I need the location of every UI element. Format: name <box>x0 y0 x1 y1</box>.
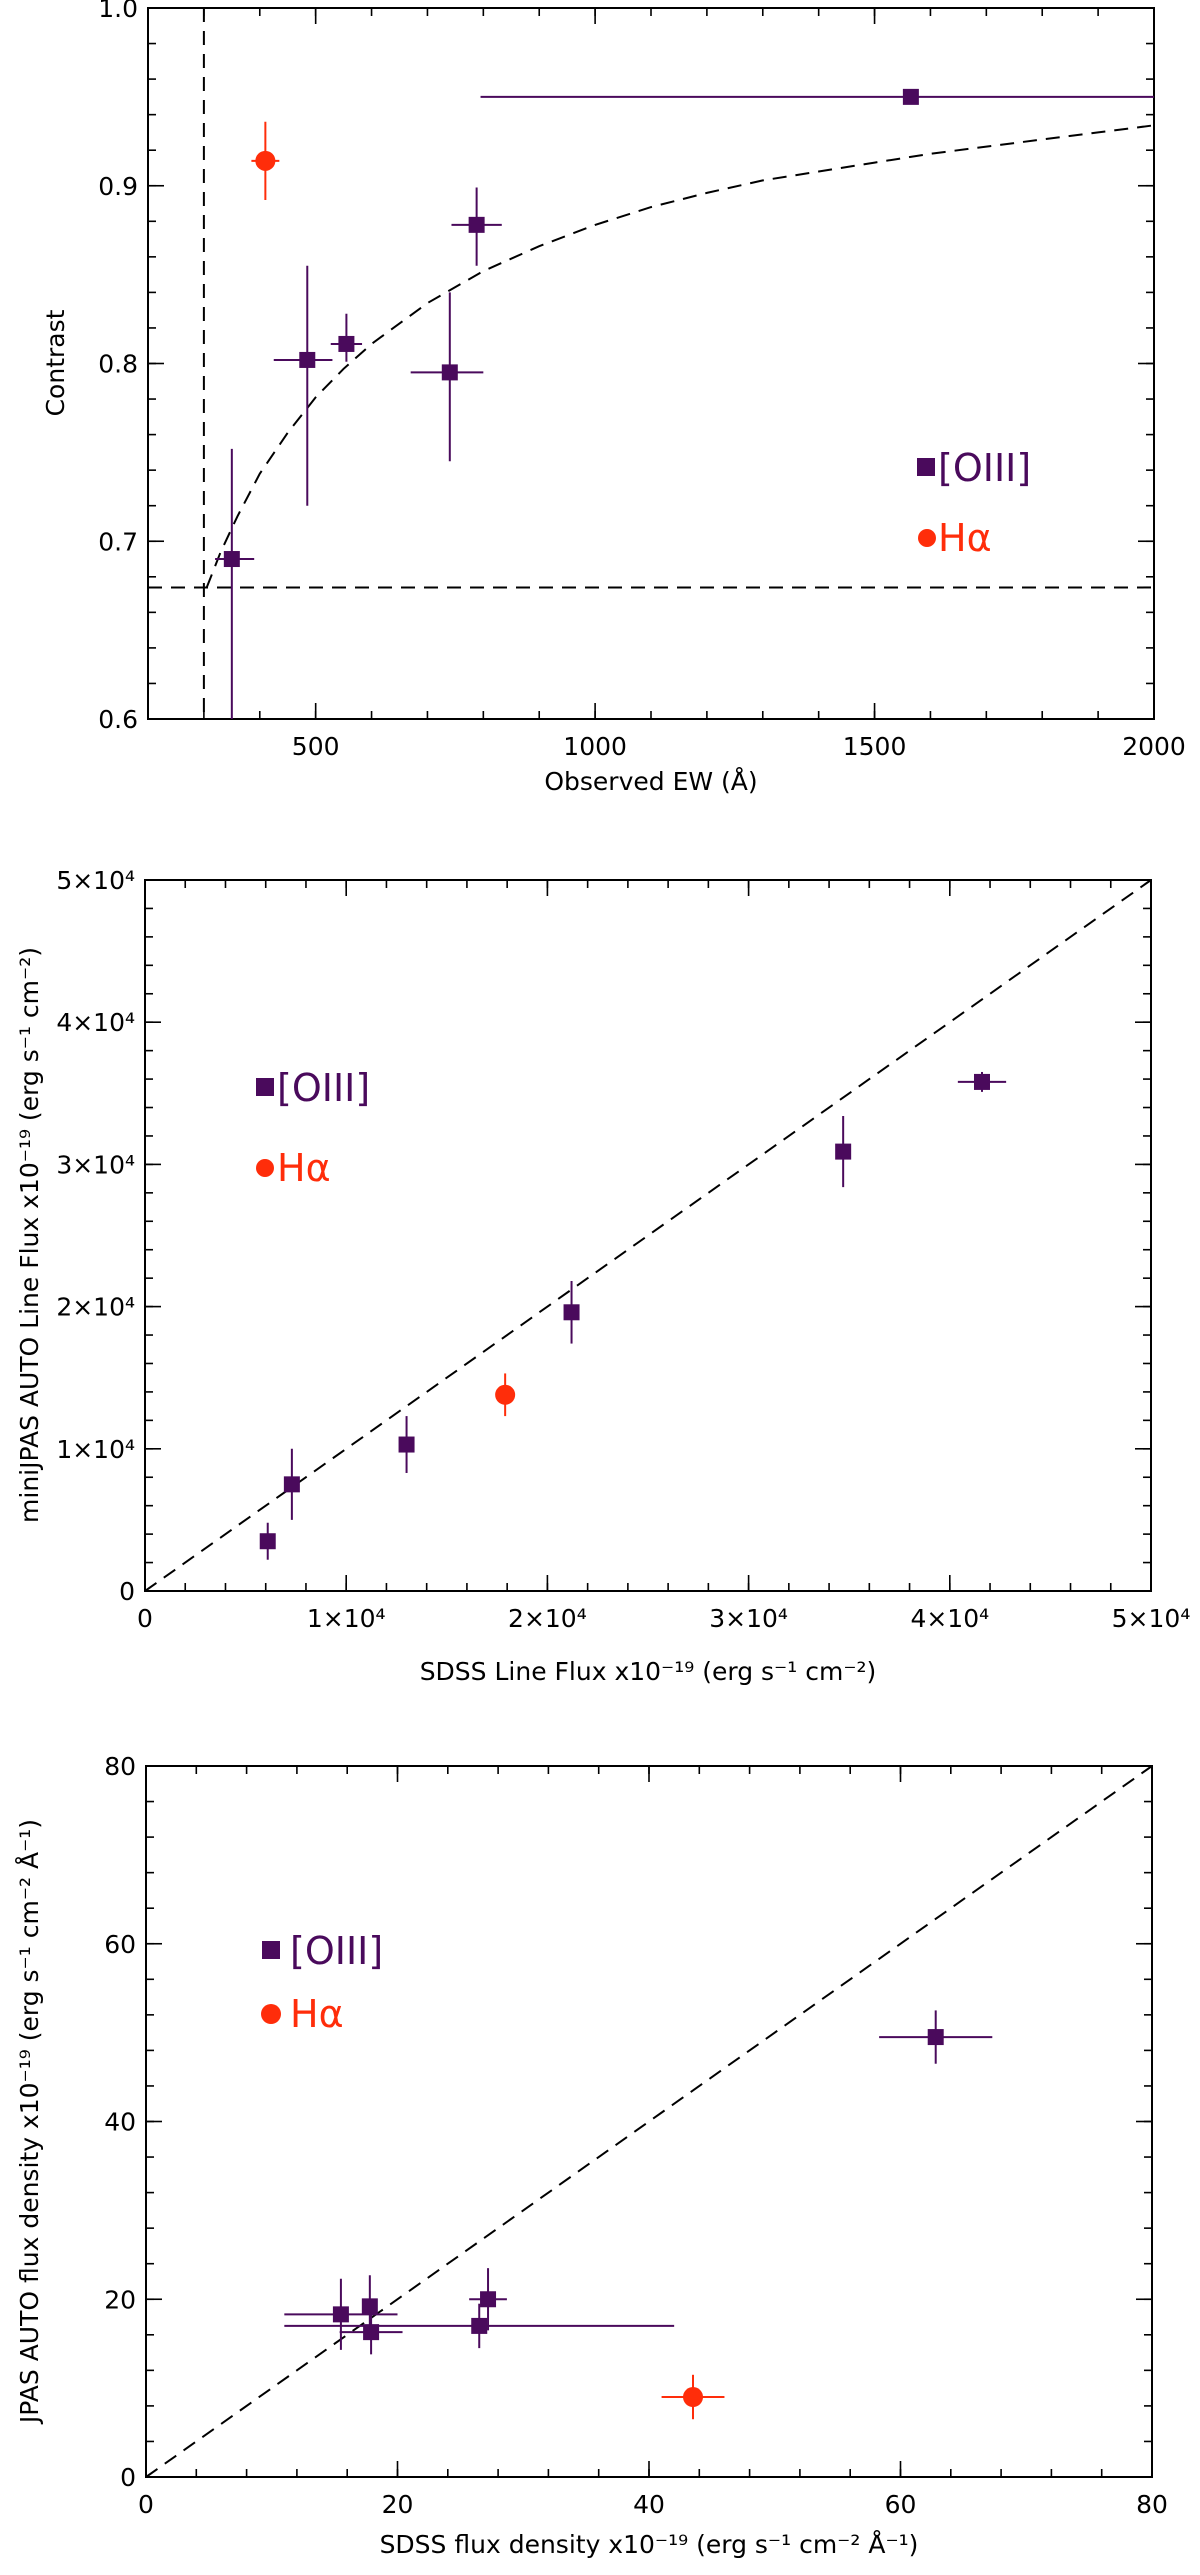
oiii-point <box>398 1436 415 1453</box>
y-tick-label: 3×10⁴ <box>56 1150 135 1179</box>
oiii-point <box>973 1073 990 1090</box>
y-tick-label: 20 <box>104 2285 136 2314</box>
legend-halpha-marker <box>256 1159 274 1177</box>
y-tick-label: 60 <box>104 1930 136 1959</box>
oiii-point <box>332 2306 349 2323</box>
y-tick-label: 0.7 <box>98 527 138 556</box>
model-curve <box>205 124 1155 588</box>
legend-halpha-marker <box>918 529 936 547</box>
data-series <box>284 2010 993 2420</box>
legend-oiii-label: [OIII] <box>277 1066 370 1110</box>
legend-oiii-label: [OIII] <box>938 446 1031 490</box>
legend: [OIII] Hα <box>261 1929 383 2036</box>
halpha-point <box>255 150 276 171</box>
x-tick-label: 2×10⁴ <box>508 1604 587 1633</box>
oiii-point <box>480 2291 497 2308</box>
y-tick-label: 40 <box>104 2108 136 2137</box>
legend-halpha-marker <box>261 2004 281 2024</box>
x-tick-label: 0 <box>138 2490 154 2519</box>
x-tick-label: 40 <box>633 2490 665 2519</box>
x-tick-label: 1×10⁴ <box>307 1604 386 1633</box>
one-to-one-line <box>145 1765 1153 2478</box>
legend-oiii-marker <box>256 1078 274 1096</box>
contrast-vs-ew-chart: 500 1000 1500 2000 0.6 0.7 0.8 0.9 1.0 Observed … <box>41 0 1186 796</box>
y-axis-label: Contrast <box>41 309 70 416</box>
legend: [OIII] Hα <box>917 446 1031 560</box>
data-series <box>215 88 1154 719</box>
legend: [OIII] Hα <box>256 1066 370 1190</box>
line-flux-comparison-chart: 0 1×10⁴ 2×10⁴ 3×10⁴ 4×10⁴ 5×10⁴ 0 1×10⁴ 2×10⁴ 3×1… <box>15 866 1190 1686</box>
x-tick-label: 5×10⁴ <box>1112 1604 1191 1633</box>
oiii-point <box>299 351 316 368</box>
x-tick-label: 1000 <box>563 732 627 761</box>
data-series <box>259 1071 1007 1560</box>
x-tick-label: 4×10⁴ <box>910 1604 989 1633</box>
axis-ticks: 500 1000 1500 2000 0.6 0.7 0.8 0.9 1.0 <box>98 0 1186 761</box>
x-axis-label: SDSS Line Flux x10⁻¹⁹ (erg s⁻¹ cm⁻²) <box>420 1657 877 1686</box>
oiii-point <box>363 2324 380 2341</box>
oiii-point <box>835 1143 852 1160</box>
y-tick-label: 5×10⁴ <box>56 866 135 895</box>
x-tick-label: 60 <box>885 2490 917 2519</box>
plot-frame <box>147 7 1155 720</box>
y-tick-label: 2×10⁴ <box>56 1293 135 1322</box>
oiii-point <box>338 335 355 352</box>
x-axis-label: SDSS flux density x10⁻¹⁹ (erg s⁻¹ cm⁻² Å… <box>380 2530 919 2559</box>
reference-lines <box>148 8 1155 719</box>
y-tick-label: 0 <box>119 1577 135 1606</box>
x-axis-label: Observed EW (Å) <box>544 767 757 796</box>
oiii-point <box>223 551 240 568</box>
x-tick-label: 2000 <box>1122 732 1186 761</box>
oiii-point <box>902 88 919 105</box>
legend-oiii-label: [OIII] <box>290 1929 383 1973</box>
legend-halpha-label: Hα <box>938 516 992 560</box>
x-tick-label: 1500 <box>843 732 907 761</box>
y-tick-label: 0 <box>120 2463 136 2492</box>
legend-oiii-marker <box>917 458 935 476</box>
axis-ticks: 0 1×10⁴ 2×10⁴ 3×10⁴ 4×10⁴ 5×10⁴ 0 1×10⁴ 2×10⁴ 3×1… <box>56 866 1190 1633</box>
x-tick-label: 20 <box>382 2490 414 2519</box>
y-tick-label: 80 <box>104 1752 136 1781</box>
oiii-point <box>563 1304 580 1321</box>
plot-frame <box>144 879 1152 1592</box>
y-tick-label: 0.9 <box>98 172 138 201</box>
x-tick-label: 0 <box>137 1604 153 1633</box>
x-tick-label: 80 <box>1136 2490 1168 2519</box>
y-tick-label: 0.6 <box>98 705 138 734</box>
axis-ticks: 0 20 40 60 80 0 20 40 60 80 <box>104 1752 1168 2519</box>
x-tick-label: 3×10⁴ <box>709 1604 788 1633</box>
legend-oiii-marker <box>262 1941 280 1959</box>
oiii-point <box>283 1476 300 1493</box>
y-tick-label: 1.0 <box>98 0 138 23</box>
y-tick-label: 4×10⁴ <box>56 1008 135 1037</box>
reference-lines <box>145 1765 1153 2478</box>
x-tick-label: 500 <box>292 732 340 761</box>
halpha-point <box>683 2387 704 2408</box>
flux-density-comparison-chart: 0 20 40 60 80 0 20 40 60 80 SDSS flux density x10… <box>15 1752 1168 2559</box>
legend-halpha-label: Hα <box>290 1992 344 2036</box>
y-tick-label: 0.8 <box>98 350 138 379</box>
legend-halpha-label: Hα <box>277 1146 331 1190</box>
y-tick-label: 1×10⁴ <box>56 1435 135 1464</box>
oiii-point <box>441 364 458 381</box>
oiii-point <box>471 2317 488 2334</box>
oiii-point <box>468 216 485 233</box>
halpha-point <box>495 1384 516 1405</box>
oiii-point <box>927 2029 944 2046</box>
y-axis-label: miniJPAS AUTO Line Flux x10⁻¹⁹ (erg s⁻¹ … <box>15 947 44 1523</box>
y-axis-label: JPAS AUTO flux density x10⁻¹⁹ (erg s⁻¹ c… <box>15 1819 44 2425</box>
oiii-point <box>259 1533 276 1550</box>
oiii-point <box>361 2298 378 2315</box>
